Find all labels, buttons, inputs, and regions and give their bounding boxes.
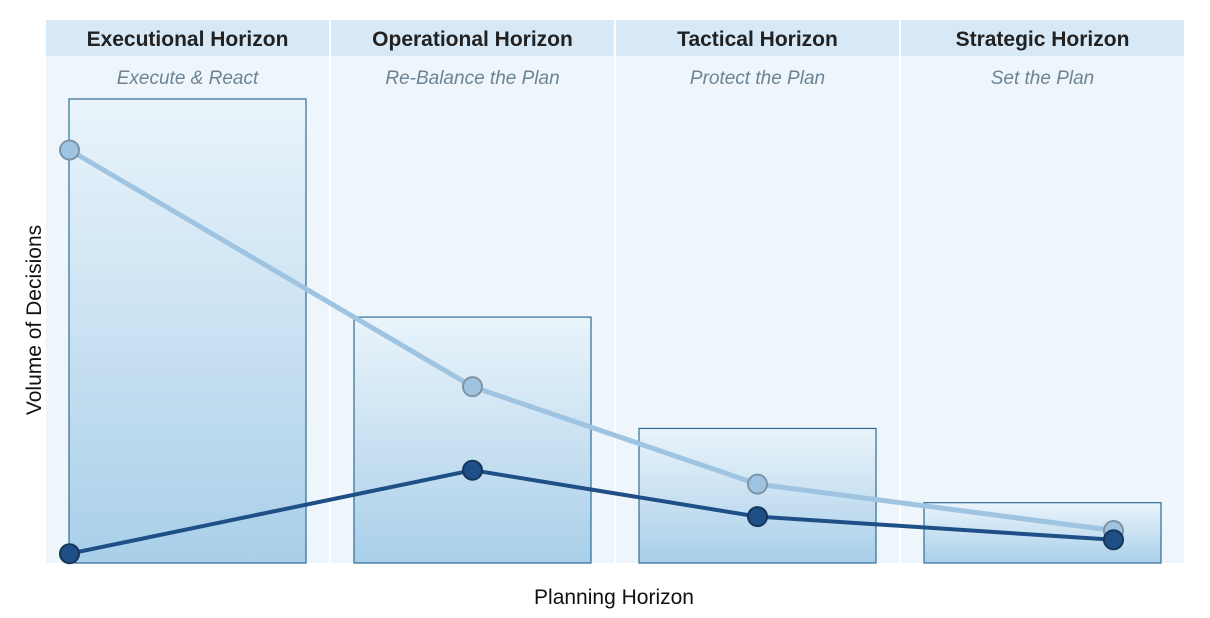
header-title-strategic-horizon: Strategic Horizon — [956, 28, 1130, 51]
header-title-operational-horizon: Operational Horizon — [372, 28, 573, 51]
bar-operational-horizon — [353, 316, 592, 564]
series-2-line — [67, 468, 1116, 556]
series-points — [59, 139, 1124, 565]
header-subtitle-executional-horizon: Execute & React — [117, 68, 259, 89]
header-title-executional-horizon: Executional Horizon — [87, 28, 289, 51]
series-1-point-operational-horizon — [462, 376, 483, 398]
header-subtitle-operational-horizon: Re-Balance the Plan — [385, 68, 559, 89]
series-2-point-operational-horizon — [462, 459, 483, 481]
header-title-tactical-horizon: Tactical Horizon — [677, 28, 838, 51]
series-1-point-tactical-horizon — [747, 473, 768, 495]
horizon-headers: Executional Horizon Execute & React Operat… — [87, 28, 1130, 89]
series-2-point-executional-horizon — [59, 543, 80, 565]
header-subtitle-strategic-horizon: Set the Plan — [991, 68, 1095, 89]
y-axis-label: Volume of Decisions — [23, 225, 46, 415]
series-lines — [67, 147, 1116, 556]
series-1-line — [67, 147, 1116, 533]
band-strategic-horizon — [901, 56, 1184, 563]
header-band-executional-horizon — [46, 20, 329, 56]
series-1-point-executional-horizon — [59, 139, 80, 161]
header-subtitle-tactical-horizon: Protect the Plan — [690, 68, 825, 89]
header-band-tactical-horizon — [616, 20, 899, 56]
series-2-point-tactical-horizon — [747, 506, 768, 528]
header-band-operational-horizon — [331, 20, 614, 56]
series-2-point-strategic-horizon — [1103, 529, 1124, 551]
bar-executional-horizon — [68, 98, 307, 564]
header-band-strategic-horizon — [901, 20, 1184, 56]
x-axis-label: Planning Horizon — [534, 586, 694, 609]
